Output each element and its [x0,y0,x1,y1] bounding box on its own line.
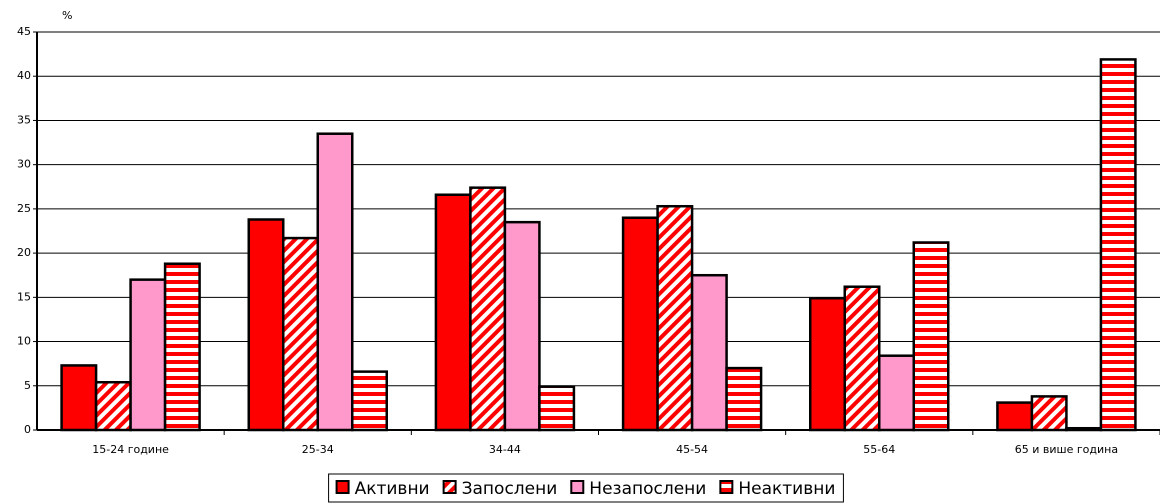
bar [282,236,319,432]
y-tick-label: 20 [17,246,31,259]
bar [809,296,846,432]
y-tick-label: 10 [17,335,31,348]
legend-label: Активни [355,479,430,499]
bar [469,186,507,432]
legend-swatch [570,480,585,494]
y-tick-label: 45 [17,25,31,38]
legend: Активни Запослени Незапослени Неактивни [328,473,844,503]
legend-swatch [335,480,350,494]
bar [60,364,98,432]
y-axis-label: % [62,9,72,22]
bar [316,132,354,432]
y-tick-label: 5 [24,379,31,392]
x-tick-label: 45-54 [676,443,708,456]
legend-label: Запослени [462,479,558,499]
bar [434,193,472,432]
bar [129,278,167,432]
bar [878,354,915,432]
x-tick-label: 25-34 [302,443,334,456]
x-tick-label: 34-44 [489,443,521,456]
x-tick-label: 55-64 [863,443,895,456]
y-tick-label: 35 [17,113,31,126]
bar [1099,58,1137,432]
y-tick-label: 25 [17,202,31,215]
legend-swatch [442,480,457,494]
bar [1030,395,1068,432]
y-tick-label: 0 [24,423,31,436]
bar [912,241,950,432]
y-tick-label: 40 [17,69,31,82]
bar [996,401,1034,432]
bar [843,285,881,432]
legend-swatch [719,480,734,494]
bar [725,366,763,432]
y-tick-label: 30 [17,158,31,171]
bar [503,220,541,432]
bar [94,380,132,432]
legend-box [328,473,844,503]
bar [247,218,285,432]
bar [538,385,576,432]
bar [656,204,694,432]
legend-label: Неактивни [738,479,835,499]
legend-label: Незапослени [589,479,706,499]
bar [690,273,728,432]
x-tick-label: 65 и више година [1015,443,1118,456]
bar [351,370,388,432]
bar [621,216,659,432]
y-tick-label: 15 [17,290,31,303]
bar [163,262,201,432]
x-tick-label: 15-24 године [92,443,169,456]
